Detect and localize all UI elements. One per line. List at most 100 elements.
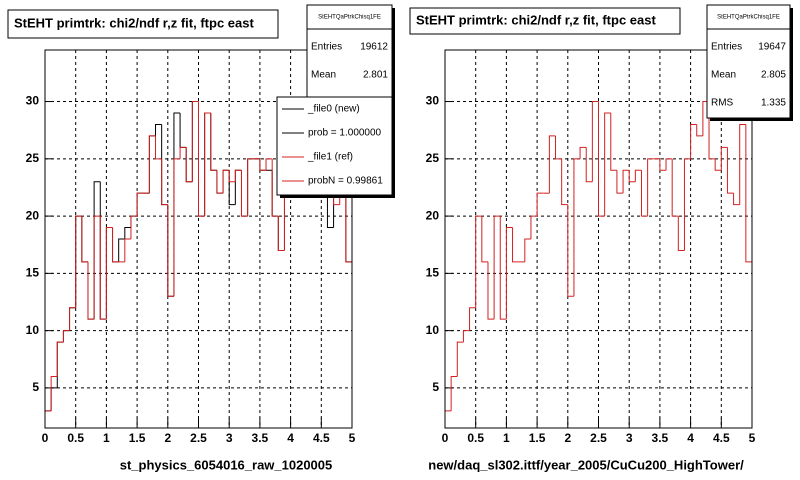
y-tick-label: 5 [32, 380, 39, 394]
histogram-bin [462, 330, 470, 343]
y-tick-label: 25 [426, 151, 440, 165]
x-tick-label: 5 [349, 431, 356, 445]
histogram-bin [690, 123, 697, 159]
histogram-bin [616, 170, 624, 194]
histogram-bin [696, 124, 703, 137]
x-tick-label: 3 [626, 431, 633, 445]
histogram-bin [265, 158, 273, 171]
histogram-bin [591, 101, 599, 182]
x-tick-label: 3.5 [652, 431, 669, 445]
histogram-bin [191, 101, 199, 182]
x-tick-label: 0 [42, 431, 49, 445]
stats-value: 2.801 [363, 70, 388, 81]
histogram-bin [173, 158, 181, 297]
histogram-bin [671, 158, 679, 217]
histogram-bin [50, 375, 58, 411]
x-tick-label: 1 [503, 431, 510, 445]
y-tick-label: 15 [426, 266, 440, 280]
histogram-bin [469, 307, 476, 331]
x-tick-label: 2 [164, 431, 171, 445]
histogram-bin [493, 215, 501, 320]
histogram-bin [530, 215, 538, 239]
y-tick-label: 10 [26, 323, 40, 337]
histogram-bin [604, 112, 611, 217]
histogram-bin [598, 101, 605, 217]
histogram-bin [87, 261, 95, 320]
histogram-bin [628, 170, 636, 183]
histogram-bin [622, 169, 630, 194]
x-tick-label: 1.5 [529, 431, 546, 445]
histogram-bin [204, 112, 211, 217]
x-tick-label: 5 [749, 431, 756, 445]
histogram-bin [259, 158, 267, 171]
x-tick-label: 4 [287, 431, 294, 445]
histogram-bin [561, 158, 568, 206]
histogram-bin [585, 147, 593, 183]
histogram-bin [505, 227, 513, 320]
histogram-bin [647, 158, 654, 217]
histogram-bin [118, 238, 125, 262]
y-tick-label: 5 [432, 380, 439, 394]
histogram-bin [659, 158, 667, 171]
histogram-bin [155, 123, 162, 136]
legend-label: _file0 (new) [307, 104, 360, 115]
chart-title: StEHT primtrk: chi2/ndf r,z fit, ftpc ea… [416, 12, 656, 27]
x-tick-label: 0.5 [67, 431, 84, 445]
stats-label: RMS [711, 98, 734, 109]
stats-name: StEHTQaPtrkChisq1FE [318, 15, 381, 21]
histogram-bin [720, 146, 728, 171]
y-tick-label: 30 [426, 94, 440, 108]
y-tick-label: 25 [26, 151, 40, 165]
stats-label: Entries [311, 42, 342, 53]
histogram-bin [634, 169, 642, 182]
histogram-bin [610, 113, 617, 171]
x-tick-label: 4 [687, 431, 694, 445]
histogram-bin [475, 215, 482, 308]
histogram-bin [277, 216, 285, 251]
stats-label: Entries [711, 42, 742, 53]
histogram-bin [456, 341, 464, 377]
histogram-bin [56, 341, 64, 377]
histogram-bin [512, 227, 519, 263]
x-tick-label: 3 [226, 431, 233, 445]
y-tick-label: 10 [426, 323, 440, 337]
histogram-bin [62, 330, 70, 343]
legend-label: _file1 (ref) [307, 152, 353, 163]
x-caption: new/daq_sl302.ittf/year_2005/CuCu200_Hig… [428, 457, 744, 472]
stats-name: StEHTQaPtrkChisq1FE [717, 15, 780, 21]
stats-label: Mean [711, 70, 736, 81]
histogram-bin [75, 215, 82, 308]
y-tick-label: 15 [26, 266, 40, 280]
histogram-bin [124, 227, 131, 239]
title-box [409, 7, 681, 35]
histogram-bin [708, 101, 716, 160]
histogram-bin [739, 123, 746, 205]
x-tick-label: 0.5 [467, 431, 484, 445]
x-tick-label: 3.5 [252, 431, 269, 445]
legend-box [276, 96, 393, 196]
stats-value: 19612 [360, 42, 388, 53]
histogram-bin [240, 170, 248, 217]
histogram-bin [733, 193, 740, 206]
x-tick-label: 2 [564, 431, 571, 445]
histogram-bin [677, 216, 685, 251]
histogram-bin [155, 135, 162, 160]
stats-value: 1.335 [761, 98, 786, 109]
histogram-bin [99, 216, 107, 320]
stats-box [706, 4, 791, 119]
histogram-bin [210, 113, 217, 171]
stats-value: 2.805 [761, 70, 786, 81]
histogram-bin [640, 170, 648, 217]
y-tick-label: 30 [26, 94, 40, 108]
histogram-bin [136, 192, 144, 217]
histogram-bin [726, 147, 734, 194]
x-tick-label: 0 [442, 431, 449, 445]
histogram-bin [105, 227, 113, 320]
histogram-bin [271, 158, 279, 217]
x-tick-label: 1.5 [129, 431, 146, 445]
histogram-bin [481, 216, 488, 263]
x-tick-label: 2.5 [190, 431, 207, 445]
x-tick-label: 4.5 [313, 431, 330, 445]
histogram-bin [179, 146, 187, 159]
